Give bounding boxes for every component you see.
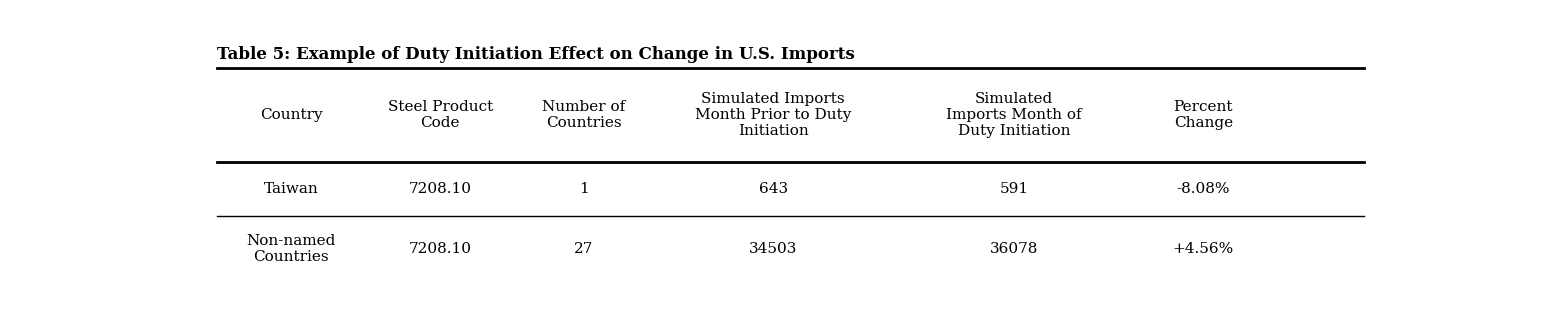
Text: 7208.10: 7208.10 [409,182,472,196]
Text: 27: 27 [574,242,594,256]
Text: 1: 1 [578,182,589,196]
Text: Non-named
Countries: Non-named Countries [247,234,336,264]
Text: Number of
Countries: Number of Countries [543,100,626,130]
Text: 591: 591 [999,182,1029,196]
Text: Simulated
Imports Month of
Duty Initiation: Simulated Imports Month of Duty Initiati… [947,92,1082,138]
Text: -8.08%: -8.08% [1177,182,1231,196]
Text: Steel Product
Code: Steel Product Code [387,100,493,130]
Text: Simulated Imports
Month Prior to Duty
Initiation: Simulated Imports Month Prior to Duty In… [695,92,851,138]
Text: Table 5: Example of Duty Initiation Effect on Change in U.S. Imports: Table 5: Example of Duty Initiation Effe… [216,46,854,63]
Text: Country: Country [261,108,322,122]
Text: +4.56%: +4.56% [1172,242,1234,256]
Text: 36078: 36078 [990,242,1038,256]
Text: Percent
Change: Percent Change [1173,100,1234,130]
Text: Taiwan: Taiwan [264,182,319,196]
Text: 34503: 34503 [749,242,797,256]
Text: 643: 643 [759,182,788,196]
Text: 7208.10: 7208.10 [409,242,472,256]
